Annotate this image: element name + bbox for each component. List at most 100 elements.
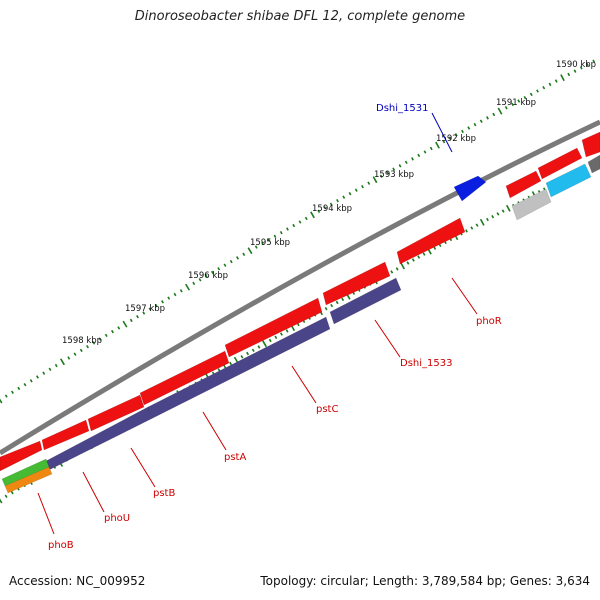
inner-tick: [406, 261, 410, 265]
cds-arrow-10[interactable]: [581, 131, 600, 158]
scale-tick: [36, 375, 39, 379]
scale-tick: [529, 92, 533, 97]
scale-tick: [142, 311, 146, 315]
gene-label-dshi1531[interactable]: Dshi_1531: [376, 103, 428, 114]
inner-tick: [479, 218, 485, 226]
label-leaders: [37, 112, 478, 535]
inner-tick: [422, 252, 426, 256]
gene-label-pstC[interactable]: pstC: [316, 404, 338, 415]
gene-label-pstB[interactable]: pstB: [153, 488, 175, 499]
cds-arrow-5[interactable]: [224, 297, 323, 358]
scale-tick: [298, 220, 302, 224]
outer-scale-dots: [0, 59, 596, 404]
scale-tick: [348, 192, 352, 196]
scale-tick: [323, 206, 327, 210]
scale-tick: [192, 281, 196, 286]
scale-tick: [392, 167, 396, 171]
scale-tick: [42, 371, 46, 375]
scale-tick: [473, 122, 477, 127]
scale-tick: [111, 329, 114, 334]
scale-tick: [267, 238, 271, 242]
genome-backbone: [0, 119, 600, 456]
gene-label-phoR[interactable]: phoR: [476, 316, 502, 327]
cds-arrow-phoB-orange[interactable]: [4, 466, 53, 494]
inner-tick: [491, 215, 495, 219]
scale-tick: [92, 341, 96, 345]
scale-tick: [129, 318, 133, 323]
cds-arrow-7[interactable]: [396, 217, 466, 265]
cds-arrow-cyan[interactable]: [545, 163, 592, 198]
scale-tick: [242, 252, 246, 256]
cds-arrow-4[interactable]: [139, 350, 230, 406]
cds-arrow-pstB[interactable]: [147, 316, 331, 420]
scale-tick: [179, 289, 183, 293]
scale-tick: [229, 259, 233, 264]
cds-arrow-dshi1531[interactable]: [453, 175, 487, 202]
scale-tick: [386, 171, 389, 175]
inner-tick: [280, 332, 283, 336]
scale-tick: [122, 320, 128, 328]
inner-tick: [341, 297, 345, 302]
scale-label: 1593 kbp: [374, 170, 414, 180]
inner-tick: [268, 338, 272, 343]
cds-arrow-pstC[interactable]: [329, 277, 402, 325]
inner-tick: [0, 498, 3, 504]
scale-tick: [279, 231, 283, 235]
cds-arrow-9[interactable]: [537, 147, 583, 180]
cds-arrow-2[interactable]: [41, 419, 90, 451]
inner-tick: [411, 258, 415, 262]
cds-arrow-8[interactable]: [505, 170, 542, 199]
cds-arrow-11[interactable]: [587, 154, 600, 174]
scale-tick: [292, 223, 296, 228]
scale-tick: [542, 86, 546, 90]
scale-tick: [73, 352, 77, 356]
scale-tick: [579, 66, 583, 70]
scale-tick: [567, 72, 571, 77]
cds-arrow-6[interactable]: [322, 261, 391, 306]
scale-tick: [404, 160, 408, 164]
scale-tick: [211, 270, 214, 275]
scale-tick: [54, 363, 58, 368]
inner-tick: [240, 355, 244, 359]
inner-tick: [501, 209, 505, 213]
scale-tick: [4, 394, 8, 398]
scale-tick: [336, 199, 339, 203]
gene-label-pstA[interactable]: pstA: [224, 452, 246, 463]
inner-tick: [285, 329, 289, 333]
scale-tick: [304, 216, 308, 221]
inner-tick: [10, 490, 14, 495]
gene-label-dshi1533[interactable]: Dshi_1533: [400, 358, 452, 369]
cds-arrow-3[interactable]: [87, 394, 145, 432]
inner-tick: [262, 340, 267, 348]
scale-tick: [411, 157, 414, 161]
inner-tick: [470, 226, 474, 230]
scale-label: 1590 kbp: [556, 60, 596, 70]
scale-tick: [517, 99, 521, 103]
cds-arrow-grey-light[interactable]: [511, 188, 552, 221]
scale-tick: [161, 300, 164, 304]
cds-arrow-1[interactable]: [0, 440, 43, 472]
scale-tick: [367, 181, 371, 185]
scale-tick: [136, 314, 139, 319]
inner-tick: [400, 262, 405, 270]
scale-tick: [198, 278, 202, 282]
scale-tick: [273, 234, 277, 238]
map-title: Dinoroseobacter shibae DFL 12, complete …: [134, 9, 466, 24]
scale-tick: [98, 337, 102, 341]
inner-tick: [475, 223, 479, 227]
inner-tick: [390, 270, 394, 274]
scale-tick: [536, 89, 539, 93]
inner-tick: [274, 335, 278, 339]
scale-tick: [497, 107, 503, 115]
scale-tick: [454, 133, 458, 137]
scale-tick: [148, 307, 152, 311]
scale-tick: [442, 140, 446, 144]
footer-accession: Accession: NC_009952: [9, 574, 146, 588]
scale-label: 1595 kbp: [250, 238, 290, 248]
scale-tick: [29, 379, 33, 383]
gene-label-phoU[interactable]: phoU: [104, 513, 130, 524]
inner-tick: [486, 217, 489, 222]
gene-label-phoB[interactable]: phoB: [48, 540, 74, 551]
scale-tick: [0, 398, 3, 404]
scale-tick: [560, 74, 565, 82]
